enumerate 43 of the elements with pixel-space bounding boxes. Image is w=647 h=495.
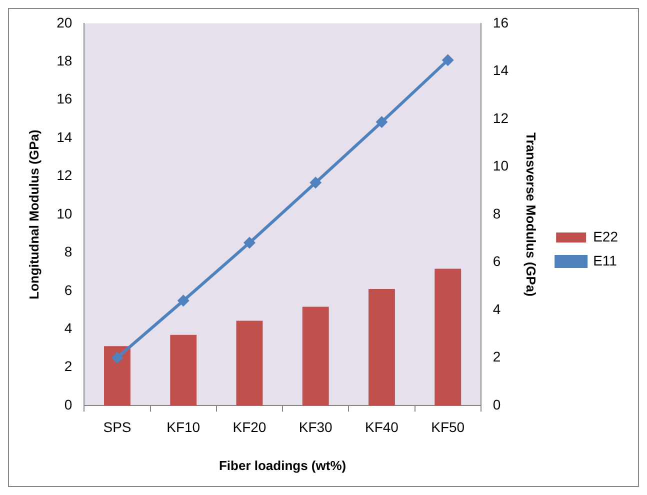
y-tick-label: 18 xyxy=(56,52,72,68)
x-axis-title: Fiber loadings (wt%) xyxy=(218,458,346,473)
y-tick-label: 10 xyxy=(56,205,72,222)
x-tick-label: KF50 xyxy=(431,418,465,435)
y-tick-label: 20 xyxy=(56,14,72,30)
y2-tick-label: 12 xyxy=(492,110,509,126)
point xyxy=(111,352,124,364)
y-tick-label: 14 xyxy=(56,128,72,145)
bar xyxy=(368,289,395,406)
y-tick-label: 2 xyxy=(64,358,72,374)
y-tick-label: 0 xyxy=(64,396,72,412)
y2-tick-label: 4 xyxy=(492,300,501,317)
y2-tick-label: 2 xyxy=(492,348,501,365)
y2-tick-label: 14 xyxy=(492,62,509,78)
bar xyxy=(302,306,329,406)
x-tick-label: KF30 xyxy=(298,418,333,435)
y2-tick-label: 16 xyxy=(492,14,509,30)
y2-axis-title: Transverse Modulus (GPa) xyxy=(524,132,539,296)
x-tick-label: KF40 xyxy=(364,418,399,435)
y-tick-label: 4 xyxy=(64,320,72,336)
point xyxy=(310,176,322,189)
bar xyxy=(434,268,462,406)
point xyxy=(243,236,256,249)
point xyxy=(376,116,388,128)
x-tick-label: KF20 xyxy=(232,418,266,435)
y-tick-label: 8 xyxy=(64,244,72,260)
y2-tick-label: 0 xyxy=(492,396,501,412)
x-tick-label: KF10 xyxy=(166,418,200,435)
y-axis-title: Longitudnal Modulus (GPa) xyxy=(26,130,42,300)
y2-tick-label: 8 xyxy=(492,205,501,222)
y-tick-label: 6 xyxy=(64,282,72,298)
bar xyxy=(236,320,263,406)
y2-tick-label: 6 xyxy=(492,253,501,270)
bar xyxy=(170,334,197,406)
bar xyxy=(104,346,130,406)
y2-tick-label: 10 xyxy=(492,158,509,174)
legend-label: E22 xyxy=(593,228,618,244)
y-tick-label: 16 xyxy=(56,90,72,107)
point xyxy=(177,294,190,307)
legend-label: E11 xyxy=(593,252,618,268)
y-tick-label: 12 xyxy=(56,167,72,184)
point xyxy=(442,54,454,66)
x-tick-label: SPS xyxy=(103,418,132,435)
